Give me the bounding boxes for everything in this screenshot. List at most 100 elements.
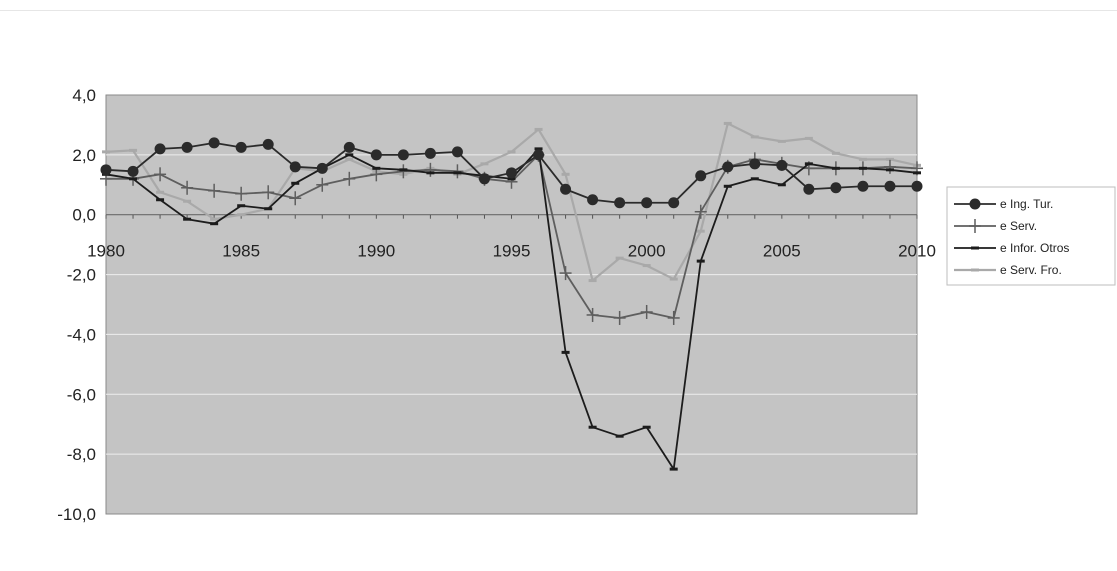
data-point: [750, 135, 759, 139]
data-point: [478, 173, 490, 185]
data-point: [451, 146, 463, 158]
y-tick-label: -8,0: [67, 445, 96, 464]
data-point: [208, 183, 221, 198]
data-point: [586, 307, 599, 322]
data-point: [533, 149, 545, 161]
series-2: [102, 147, 921, 471]
data-point: [667, 310, 680, 325]
data-point: [316, 162, 328, 174]
data-point: [615, 434, 624, 438]
data-point: [102, 150, 110, 154]
x-tick-label: 1990: [357, 242, 395, 261]
x-tick-label: 1985: [222, 242, 260, 261]
data-point: [343, 171, 356, 186]
data-point: [777, 183, 786, 187]
legend-label: e Serv.: [1000, 219, 1037, 233]
data-point: [723, 121, 732, 125]
y-tick-label: -10,0: [57, 505, 96, 524]
data-point: [559, 266, 572, 281]
data-point: [183, 199, 192, 203]
data-point: [776, 159, 788, 171]
legend-label: e Infor. Otros: [1000, 241, 1069, 255]
data-point: [804, 162, 813, 166]
data-point: [316, 177, 329, 192]
x-tick-label: 1980: [87, 242, 125, 261]
data-point: [750, 177, 759, 181]
y-tick-label: 2,0: [72, 146, 96, 165]
data-point: [262, 138, 274, 150]
data-point: [911, 180, 923, 192]
data-point: [156, 190, 165, 194]
legend-marker: [971, 246, 979, 250]
data-point: [343, 141, 355, 153]
data-point: [129, 177, 138, 181]
series-0: [100, 137, 923, 209]
y-tick-label: 4,0: [72, 86, 96, 105]
data-point: [613, 310, 626, 325]
data-point: [831, 166, 840, 170]
plot-area: 4,0 2,0 0,0 -2,0 -4,0 -6,0 -8,0 -10,0 1980 1985 19…: [57, 86, 936, 524]
y-tick-label: 0,0: [72, 206, 96, 225]
data-point: [397, 149, 409, 161]
x-tick-label: 2000: [628, 242, 666, 261]
data-point: [453, 171, 462, 175]
y-tick-label: -2,0: [67, 266, 96, 285]
data-point: [291, 181, 300, 185]
data-point: [181, 180, 194, 195]
data-point: [804, 136, 813, 140]
data-point: [588, 279, 597, 283]
data-point: [722, 161, 734, 173]
legend-item-2: e Infor. Otros: [954, 241, 1069, 255]
data-point: [857, 180, 869, 192]
data-point: [534, 127, 543, 131]
data-point: [424, 147, 436, 159]
data-point: [614, 197, 626, 209]
data-point: [694, 204, 707, 219]
data-point: [885, 157, 894, 161]
data-point: [777, 139, 786, 143]
data-point: [480, 162, 489, 166]
data-point: [858, 157, 867, 161]
data-point: [129, 148, 138, 152]
legend-marker: [969, 219, 981, 233]
data-point: [561, 350, 570, 354]
data-point: [399, 168, 408, 172]
data-point: [588, 425, 597, 429]
data-point: [345, 153, 354, 157]
data-point: [587, 194, 599, 206]
data-point: [237, 204, 246, 208]
data-point: [507, 177, 516, 181]
data-point: [669, 277, 678, 281]
data-point: [289, 191, 302, 206]
data-point: [883, 159, 896, 174]
data-point: [642, 425, 651, 429]
data-point: [426, 171, 435, 175]
data-point: [830, 182, 842, 194]
legend-label: e Ing. Tur.: [1000, 197, 1053, 211]
plot-background: [105, 94, 918, 515]
legend-item-1: e Serv.: [954, 219, 1037, 233]
x-tick-label: 2005: [763, 242, 801, 261]
legend-marker: [971, 268, 979, 272]
data-point: [884, 180, 896, 192]
data-point: [289, 161, 301, 173]
top-divider: [0, 10, 1117, 11]
data-point: [156, 198, 165, 202]
data-point: [424, 162, 437, 177]
x-tick-label: 2010: [898, 242, 936, 261]
legend-label: e Serv. Fro.: [1000, 263, 1062, 277]
data-point: [154, 143, 166, 155]
y-tick-label: -4,0: [67, 325, 96, 344]
data-point: [235, 141, 247, 153]
data-point: [210, 222, 219, 226]
data-point: [370, 149, 382, 161]
data-point: [695, 170, 707, 182]
data-point: [507, 150, 516, 154]
data-point: [831, 151, 840, 155]
data-point: [534, 147, 543, 151]
data-point: [913, 171, 921, 175]
data-point: [885, 168, 894, 172]
legend-item-3: e Serv. Fro.: [954, 263, 1062, 277]
data-point: [262, 185, 275, 200]
